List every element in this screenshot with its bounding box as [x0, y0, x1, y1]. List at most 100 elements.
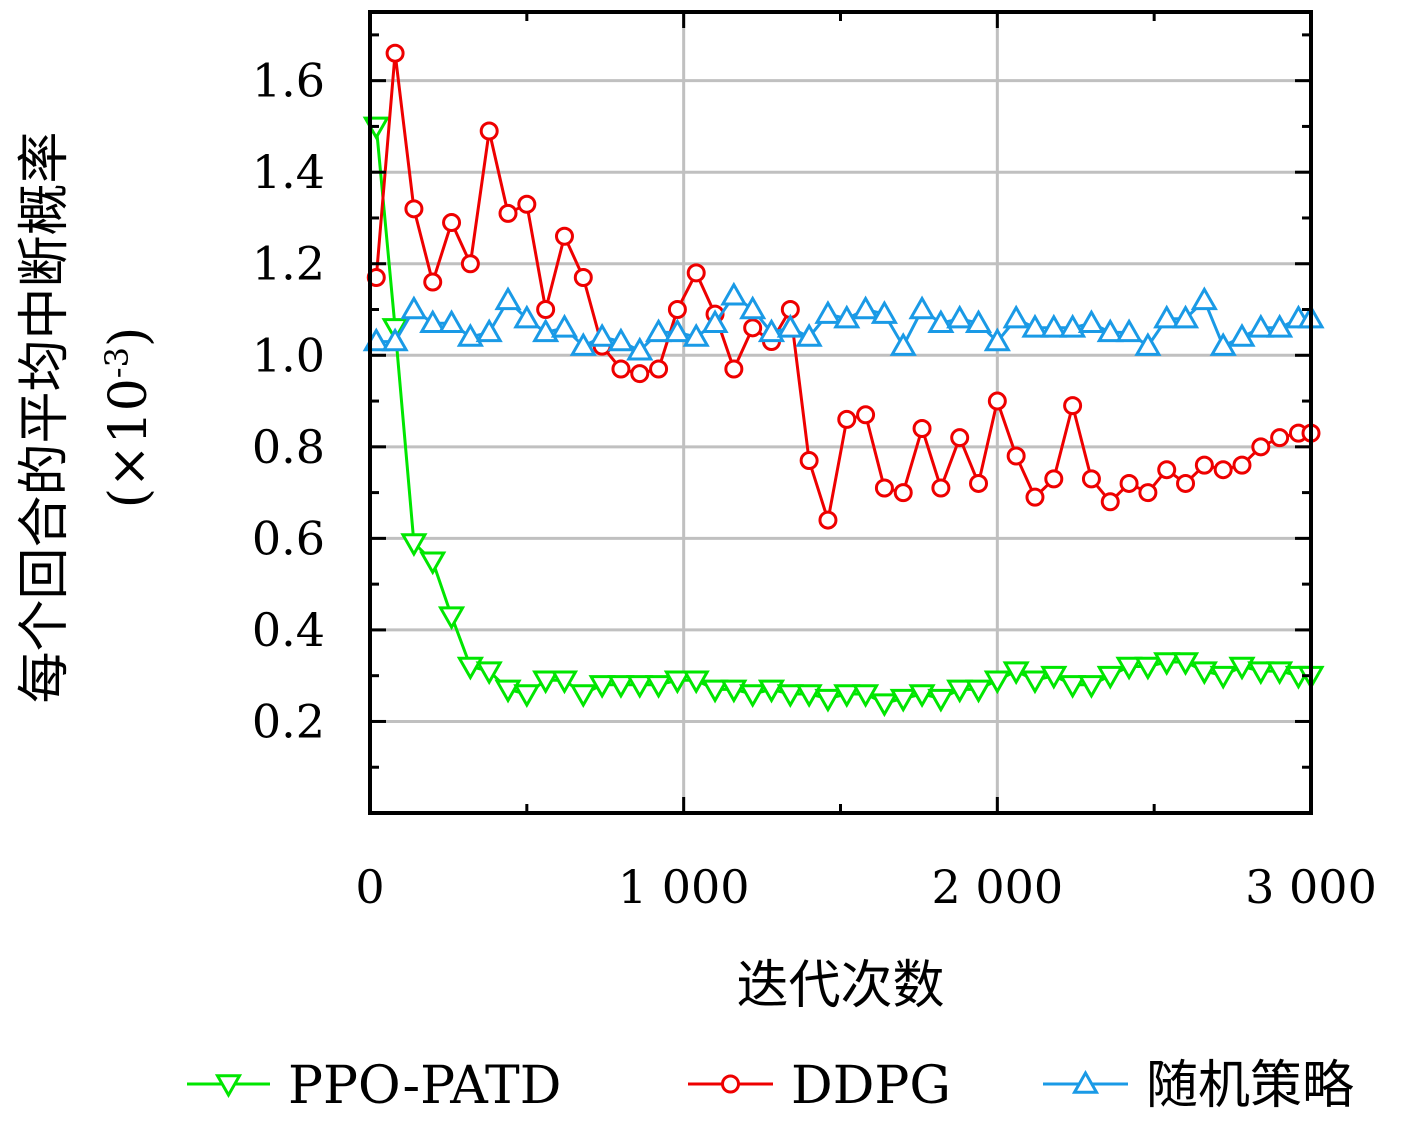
data-point-marker	[721, 1074, 740, 1094]
data-point-marker	[743, 318, 763, 338]
data-point-marker	[818, 510, 838, 530]
data-point-marker	[513, 684, 541, 709]
tick-labels: 0.2 0.4 0.6 0.8 1.0 1.2 1.4 1.6 0 1 000 2 000 3 000	[252, 54, 1377, 914]
data-point-marker	[1006, 446, 1026, 466]
data-point-marker	[588, 675, 616, 699]
y-tick-label: 1.0	[252, 328, 325, 382]
data-point-marker	[950, 428, 970, 448]
data-point-marker	[475, 661, 503, 686]
data-point-marker	[419, 551, 447, 576]
data-point-marker	[1021, 313, 1049, 338]
data-point-marker	[1190, 661, 1218, 686]
data-point-marker	[1153, 652, 1181, 676]
data-point-marker	[649, 359, 669, 379]
data-point-marker	[946, 679, 974, 704]
data-point-marker	[569, 332, 597, 356]
legend: PPO-PATD DDPG 随机策略	[187, 1056, 1354, 1116]
y-axis-title: 每个回合的平均中断概率 (×10-3)	[15, 131, 159, 703]
data-point-marker	[1059, 313, 1087, 338]
data-point-marker	[795, 684, 823, 709]
data-point-marker	[611, 359, 631, 379]
data-point-marker	[1096, 318, 1124, 343]
series-2	[366, 43, 1321, 530]
y-axis-title-line2: (×10-3)	[98, 327, 159, 509]
data-point-marker	[1153, 304, 1181, 329]
data-point-marker	[908, 684, 936, 709]
data-point-marker	[1040, 313, 1068, 338]
data-point-marker	[814, 300, 842, 324]
data-point-marker	[1171, 652, 1200, 676]
data-point-marker	[1081, 469, 1101, 489]
axis-ticks	[368, 12, 1313, 813]
data-point-marker	[969, 473, 989, 493]
data-point-marker	[1100, 492, 1120, 512]
data-point-marker	[1171, 304, 1200, 329]
data-point-marker	[987, 391, 1007, 411]
x-axis-title: 迭代次数	[736, 956, 944, 1016]
data-point-marker	[720, 281, 748, 306]
data-point-marker	[1134, 656, 1162, 681]
data-point-marker	[1251, 437, 1271, 457]
data-point-marker	[569, 684, 597, 709]
data-point-marker	[682, 322, 710, 347]
data-point-marker	[404, 199, 424, 219]
legend-label: 随机策略	[1146, 1056, 1354, 1116]
data-point-marker	[626, 336, 654, 361]
data-point-marker	[856, 405, 876, 425]
data-point-marker	[456, 322, 484, 347]
y-axis-unit-prefix: (×10	[99, 378, 159, 508]
series-line	[374, 51, 1311, 522]
data-point-marker	[1071, 1069, 1100, 1094]
y-axis-unit-exponent: -3	[98, 347, 136, 378]
data-point-marker	[1025, 487, 1045, 507]
data-point-marker	[532, 318, 560, 343]
data-point-marker	[776, 313, 804, 338]
data-point-marker	[1002, 661, 1030, 686]
data-point-marker	[607, 327, 635, 352]
data-point-marker	[494, 679, 522, 704]
data-point-marker	[1044, 469, 1064, 489]
data-point-marker	[663, 318, 691, 343]
data-point-marker	[550, 313, 579, 338]
data-point-marker	[1213, 460, 1233, 480]
data-point-marker	[1247, 313, 1275, 338]
data-point-marker	[1059, 675, 1087, 699]
data-point-marker	[701, 679, 729, 704]
data-point-marker	[739, 684, 767, 709]
data-point-marker	[724, 359, 744, 379]
y-axis-title-line1: 每个回合的平均中断概率	[15, 131, 75, 703]
data-point-marker	[1176, 473, 1196, 493]
legend-label: DDPG	[791, 1056, 951, 1116]
data-point-marker	[814, 688, 842, 713]
data-point-marker	[644, 318, 673, 343]
data-point-marker	[795, 322, 823, 347]
data-point-marker	[852, 684, 880, 709]
data-point-marker	[400, 295, 428, 320]
data-point-marker	[1077, 675, 1106, 699]
data-point-marker	[1096, 665, 1124, 690]
y-tick-label: 1.4	[252, 145, 325, 199]
data-point-marker	[214, 1074, 243, 1099]
data-point-marker	[1002, 304, 1030, 329]
data-point-marker	[667, 300, 687, 320]
legend-item-2: DDPG	[688, 1056, 951, 1116]
x-tick-label: 0	[355, 860, 384, 914]
data-point-marker	[663, 670, 691, 695]
data-point-marker	[1021, 670, 1049, 695]
data-point-marker	[1232, 455, 1252, 475]
data-point-marker	[479, 121, 499, 141]
y-tick-label: 0.6	[252, 511, 325, 565]
data-point-marker	[607, 675, 635, 699]
data-point-marker	[630, 364, 650, 384]
data-point-marker	[799, 451, 819, 471]
data-point-marker	[1190, 286, 1218, 311]
data-point-marker	[870, 300, 898, 324]
data-point-marker	[400, 533, 428, 557]
data-point-marker	[927, 688, 955, 713]
y-tick-label: 1.2	[252, 237, 325, 291]
x-tick-label: 1 000	[618, 860, 750, 914]
data-point-marker	[1228, 656, 1256, 681]
data-point-marker	[1115, 656, 1143, 681]
y-tick-label: 1.6	[252, 54, 325, 108]
